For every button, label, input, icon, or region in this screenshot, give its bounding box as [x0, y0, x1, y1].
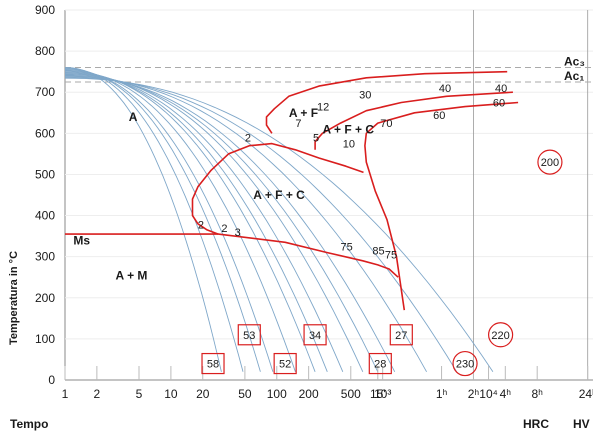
hrc-value: 28	[374, 359, 386, 371]
y-tick-label: 600	[35, 126, 55, 140]
phase-label: Ms	[73, 233, 90, 247]
hv-value: 220	[491, 330, 509, 342]
y-tick-label: 700	[35, 85, 55, 99]
x-axis-title: Tempo	[10, 417, 48, 431]
y-tick-label: 200	[35, 291, 55, 305]
y-tick-label: 800	[35, 44, 55, 58]
hv-value: 200	[541, 157, 559, 169]
hrc-box	[303, 324, 327, 346]
phase-label: A	[129, 110, 138, 124]
y-axis-ticks: 900 800 700 600 500 400 300 200 100 0	[35, 3, 55, 387]
hrc-value: 53	[243, 330, 255, 342]
phase-label: A + M	[116, 268, 148, 282]
x-tick-label: 50	[238, 387, 252, 401]
hrc-box	[273, 352, 297, 375]
ferrite-start-curve	[265, 70, 508, 134]
x-tick-label: 10⁴	[479, 387, 498, 401]
y-tick-label: 900	[35, 3, 55, 17]
transformation-number: 2	[245, 133, 251, 145]
x-tick-label: 4ʰ	[500, 387, 512, 401]
y-tick-label: 100	[35, 332, 55, 346]
phase-label: A + F + C	[322, 122, 374, 136]
bainite-start-curve	[191, 142, 364, 235]
hv-value: 230	[456, 359, 474, 371]
x-tick-label: 15'	[370, 387, 386, 401]
transformation-number: 85	[372, 246, 384, 258]
critical-label: Ac₁	[564, 69, 584, 83]
plot-frame	[64, 10, 593, 381]
ms-line	[65, 233, 399, 278]
cooling-curve	[64, 77, 494, 373]
x-tick-label: 200	[299, 387, 319, 401]
y-tick-label: 0	[48, 373, 55, 387]
transformation-number: 60	[493, 98, 505, 110]
hrc-label: HRC	[523, 417, 549, 431]
phase-label: A + F + C	[253, 188, 305, 202]
hrc-value: 27	[395, 330, 407, 342]
x-tick-label: 24ʰ	[579, 387, 593, 401]
x-tick-label: 10³	[374, 387, 391, 401]
transformation-number: 30	[359, 89, 371, 101]
y-tick-label: 400	[35, 209, 55, 223]
x-tick-label: 1	[62, 387, 69, 401]
ferrite-finish-curve	[314, 91, 513, 150]
x-tick-label: 5	[136, 387, 143, 401]
hv-circle	[537, 149, 563, 175]
carbide-curve	[364, 101, 519, 311]
transformation-number: 40	[439, 83, 451, 95]
x-tick-label: 2ʰ	[468, 387, 480, 401]
hrc-box	[201, 352, 225, 375]
phase-label: A + F	[289, 106, 318, 120]
transformation-number: 7	[295, 118, 301, 130]
gridlines	[65, 9, 593, 380]
transformation-number: 5	[313, 133, 319, 145]
hv-circle	[488, 322, 514, 348]
transformation-number: 12	[317, 102, 329, 114]
hrc-value: 52	[279, 359, 291, 371]
x-tick-label: 1ʰ	[436, 387, 448, 401]
transformation-number: 60	[433, 110, 445, 122]
y-axis-title: Temperatura in °C	[8, 251, 20, 345]
hrc-value: 34	[309, 330, 321, 342]
transformation-number: 40	[495, 83, 507, 95]
hrc-box	[237, 324, 261, 346]
transformation-number: 2	[221, 223, 227, 235]
transformation-number: 3	[235, 227, 241, 239]
hrc-box	[368, 352, 392, 375]
x-tick-label: 8ʰ	[532, 387, 544, 401]
hrc-value: 58	[207, 359, 219, 371]
transformation-number: 2	[198, 220, 204, 232]
x-tick-label: 20	[196, 387, 210, 401]
y-tick-label: 500	[35, 167, 55, 181]
x-tick-label: 100	[267, 387, 287, 401]
x-tick-label: 500	[341, 387, 361, 401]
cooling-curve	[64, 71, 316, 372]
x-tick-label: 2	[94, 387, 101, 401]
cooling-curves	[64, 67, 494, 373]
hv-label: HV	[573, 417, 590, 431]
transformation-number: 70	[380, 118, 392, 130]
hrc-box	[389, 324, 413, 346]
transformation-number: 75	[385, 250, 397, 262]
transformation-number: 10	[343, 139, 355, 151]
transformation-curves	[65, 70, 519, 311]
critical-label: Ac₃	[564, 55, 585, 69]
cooling-curve	[64, 76, 427, 373]
y-tick-label: 300	[35, 250, 55, 264]
hv-circle	[452, 350, 478, 377]
transformation-number: 75	[341, 242, 353, 254]
x-tick-label: 10	[164, 387, 178, 401]
